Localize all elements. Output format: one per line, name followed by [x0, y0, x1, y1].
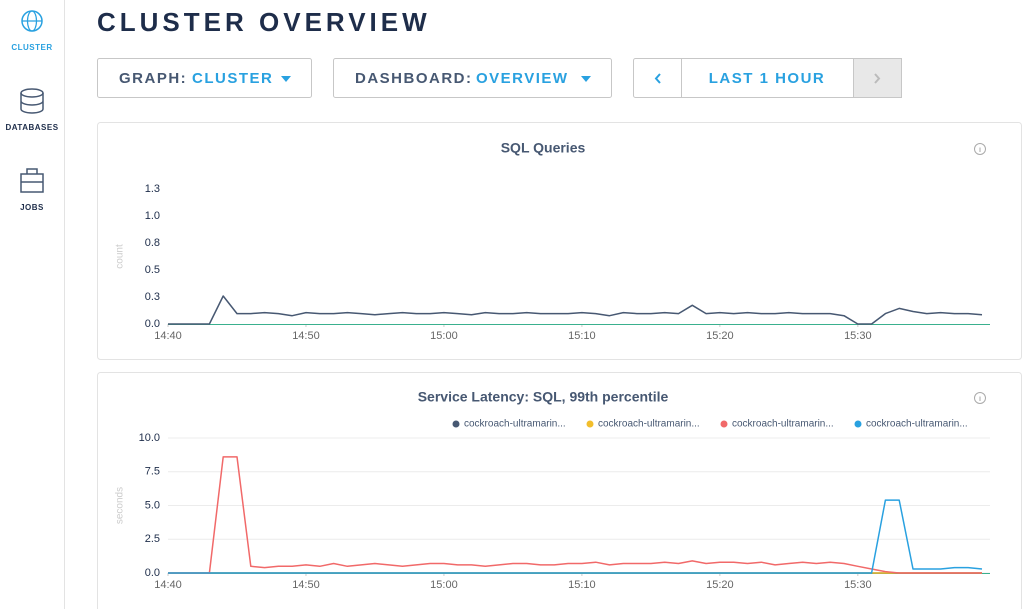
x-tick-label: 15:20 — [706, 330, 734, 342]
y-tick-label: 0.8 — [145, 237, 160, 249]
sidebar — [0, 0, 64, 609]
x-tick-label: 15:20 — [706, 579, 734, 591]
y-tick-label: 0.5 — [145, 264, 160, 276]
y-tick-label: 0.0 — [145, 318, 160, 330]
x-tick-label: 15:30 — [844, 330, 872, 342]
x-tick-label: 14:40 — [154, 579, 182, 591]
legend-label: cockroach-ultramarin... — [732, 419, 834, 430]
graph-dropdown[interactable]: GRAPH: CLUSTER — [97, 58, 312, 98]
info-icon[interactable] — [974, 392, 986, 404]
nav-databases[interactable]: DATABASES — [5, 88, 58, 132]
x-tick-label: 15:00 — [430, 579, 458, 591]
x-tick-label: 15:30 — [844, 579, 872, 591]
legend-label: cockroach-ultramarin... — [598, 419, 700, 430]
x-tick-label: 14:40 — [154, 330, 182, 342]
legend-marker — [586, 420, 594, 428]
legend-marker — [452, 420, 460, 428]
y-axis-label: count — [115, 244, 126, 269]
dropdown-value[interactable]: CLUSTER — [192, 70, 273, 87]
legend-marker — [854, 420, 862, 428]
x-tick-label: 15:10 — [568, 579, 596, 591]
prev-button[interactable] — [654, 73, 661, 84]
nav-jobs[interactable]: JOBS — [20, 168, 44, 212]
x-tick-label: 14:50 — [292, 579, 320, 591]
x-tick-label: 14:50 — [292, 330, 320, 342]
series-line — [168, 295, 983, 325]
y-tick-label: 2.5 — [145, 533, 160, 545]
chart-title: SQL Queries — [501, 140, 586, 156]
y-tick-label: 0.0 — [145, 567, 160, 579]
page-title: CLUSTER OVERVIEW — [97, 7, 431, 37]
dashboard-dropdown[interactable]: DASHBOARD: OVERVIEW — [333, 58, 612, 98]
nav-cluster[interactable]: CLUSTER — [11, 10, 52, 52]
series-line — [168, 499, 983, 574]
time-range: LAST 1 HOUR — [633, 58, 902, 98]
y-tick-label: 5.0 — [145, 499, 160, 511]
y-axis-label: seconds — [115, 487, 126, 524]
nav-label[interactable]: JOBS — [20, 203, 44, 212]
y-tick-label: 0.3 — [145, 291, 160, 303]
chart-panel — [97, 372, 1022, 614]
dropdown-label: GRAPH: — [119, 70, 187, 87]
y-tick-label: 1.0 — [145, 210, 160, 222]
info-icon[interactable] — [974, 143, 986, 155]
y-tick-label: 7.5 — [145, 466, 160, 478]
legend-label: cockroach-ultramarin... — [866, 419, 968, 430]
dropdown-label: DASHBOARD: — [355, 70, 473, 87]
dropdown-value[interactable]: OVERVIEW — [476, 70, 569, 87]
legend-marker — [720, 420, 728, 428]
nav-label[interactable]: CLUSTER — [11, 43, 52, 52]
y-tick-label: 10.0 — [139, 432, 160, 444]
time-range-label[interactable]: LAST 1 HOUR — [709, 70, 826, 87]
y-tick-label: 1.3 — [145, 183, 160, 195]
chart-title: Service Latency: SQL, 99th percentile — [418, 389, 669, 405]
series-line — [168, 456, 982, 574]
nav-label[interactable]: DATABASES — [5, 123, 58, 132]
chart-panel — [97, 122, 1022, 360]
x-tick-label: 15:00 — [430, 330, 458, 342]
legend-label: cockroach-ultramarin... — [464, 419, 566, 430]
x-tick-label: 15:10 — [568, 330, 596, 342]
